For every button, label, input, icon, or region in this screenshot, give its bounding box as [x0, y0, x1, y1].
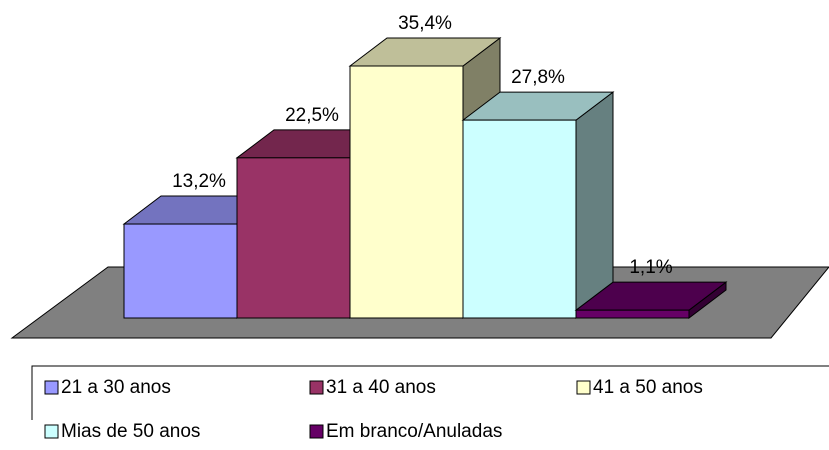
- bar: [575, 309, 690, 319]
- legend-label: 41 a 50 anos: [593, 377, 703, 398]
- legend-label: Em branco/Anuladas: [326, 421, 502, 442]
- legend-frame: [31, 365, 829, 420]
- data-label: 35,4%: [398, 13, 452, 34]
- legend-swatch: [576, 380, 591, 395]
- legend-swatch: [309, 380, 324, 395]
- bar: [462, 119, 577, 319]
- data-label: 13,2%: [172, 171, 226, 192]
- legend-swatch: [44, 380, 59, 395]
- legend-label: Mias de 50 anos: [61, 421, 200, 442]
- bar: [349, 65, 464, 319]
- legend-swatch: [44, 424, 59, 439]
- bar-side: [575, 91, 614, 320]
- legend-label: 31 a 40 anos: [326, 377, 436, 398]
- bar: [123, 223, 238, 319]
- data-label: 1,1%: [629, 257, 672, 278]
- legend-swatch: [309, 424, 324, 439]
- data-label: 22,5%: [285, 105, 339, 126]
- bar: [236, 157, 351, 319]
- legend-label: 21 a 30 anos: [61, 377, 171, 398]
- data-label: 27,8%: [511, 67, 565, 88]
